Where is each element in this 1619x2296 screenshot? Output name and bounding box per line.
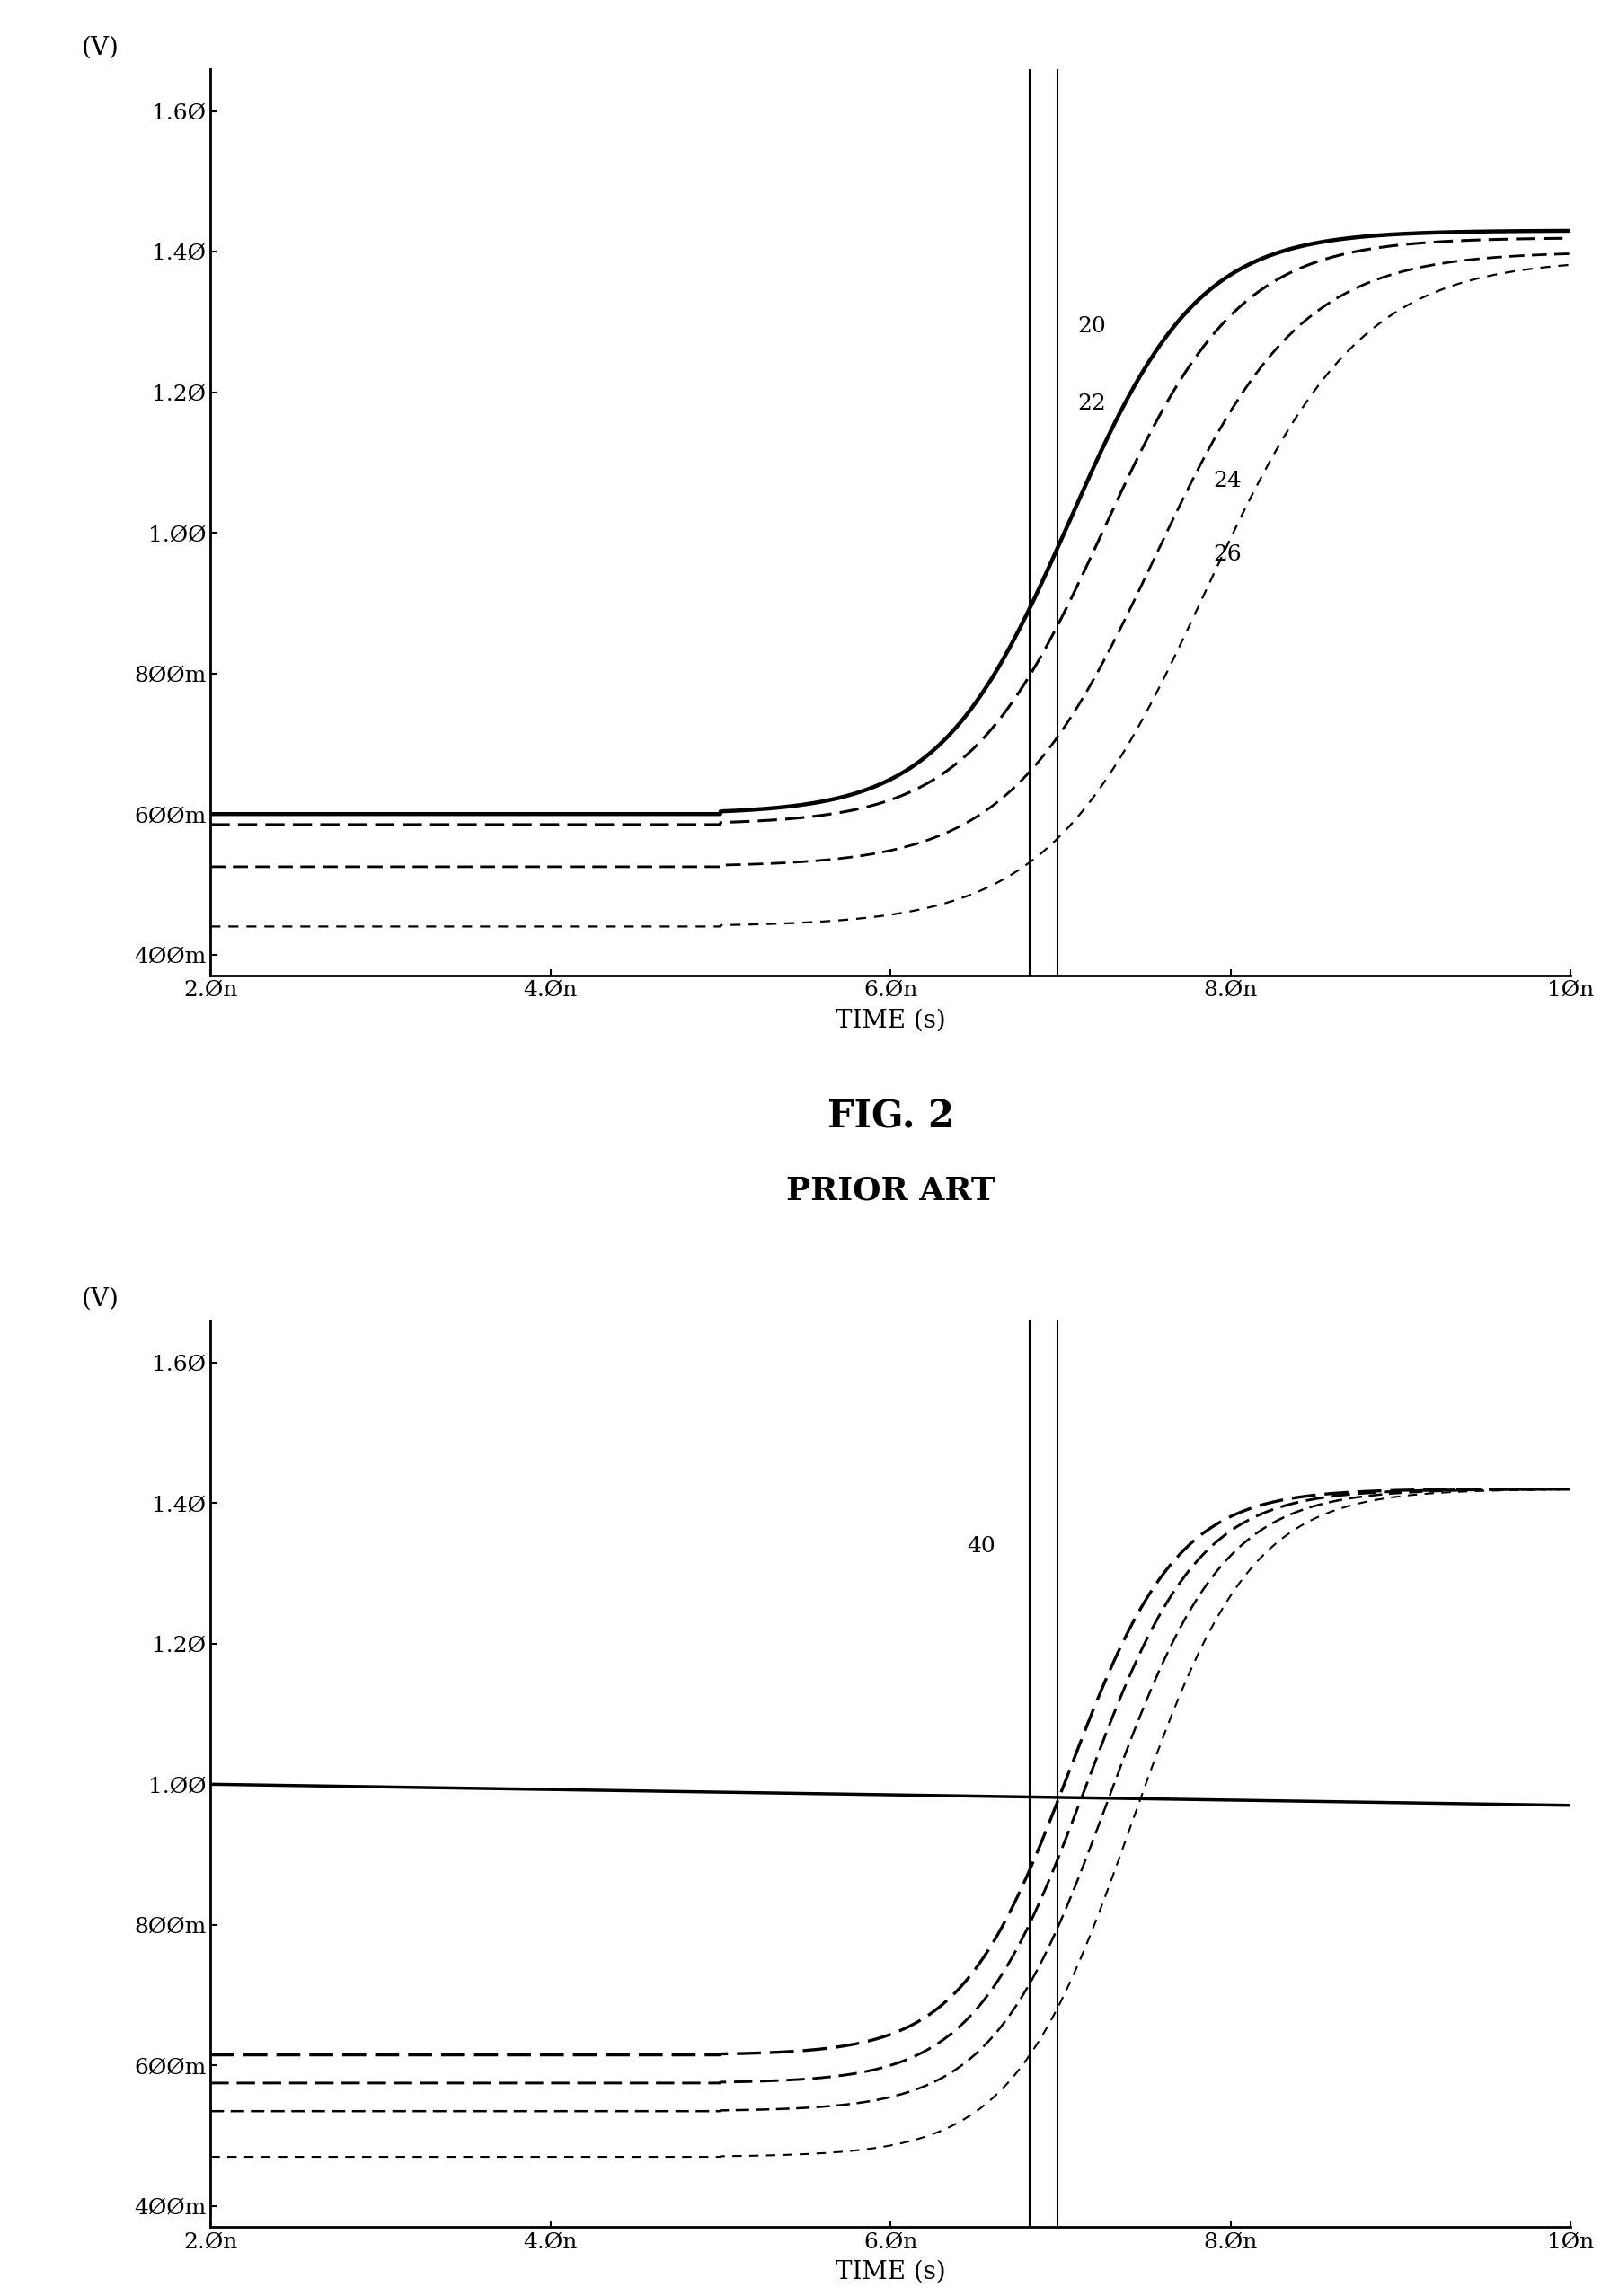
Text: 26: 26 [1214, 544, 1242, 565]
X-axis label: TIME (s): TIME (s) [835, 1008, 945, 1033]
Text: 24: 24 [1214, 471, 1242, 491]
Text: (V): (V) [81, 34, 118, 60]
Text: FIG. 2: FIG. 2 [827, 1097, 954, 1137]
Text: 40: 40 [967, 1536, 996, 1557]
Text: 22: 22 [1078, 393, 1106, 413]
Text: (V): (V) [81, 1288, 118, 1311]
Text: PRIOR ART: PRIOR ART [785, 1176, 996, 1205]
Text: 20: 20 [1078, 317, 1106, 338]
X-axis label: TIME (s): TIME (s) [835, 2259, 945, 2285]
